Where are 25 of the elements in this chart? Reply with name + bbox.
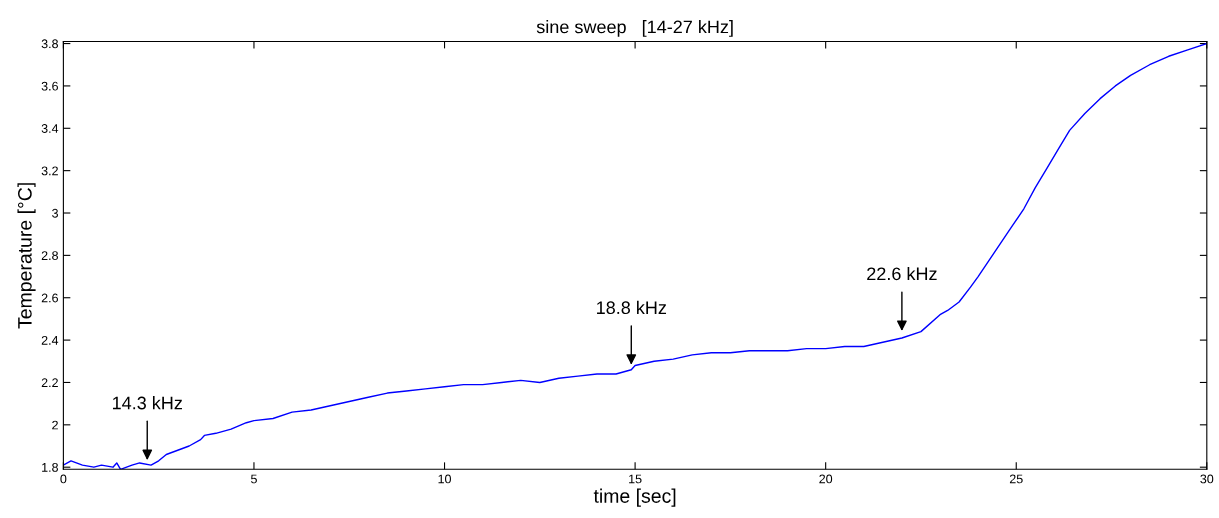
annotation: 18.8 kHz	[597, 300, 667, 315]
annotation: 14.3 kHz	[112, 396, 182, 410]
y-tick-label: 2.2	[41, 378, 58, 387]
y-tick-label: 1.8	[42, 462, 58, 472]
x-tick-label: 20	[819, 474, 833, 484]
line-series	[63, 42, 1207, 470]
y-tick-label: 3.2	[41, 166, 58, 176]
y-axis-title: Temperature [°C]	[17, 183, 36, 329]
x-tick-label: 15	[629, 474, 642, 484]
y-tick-label: 2.4	[41, 335, 59, 345]
y-tick-label: 3.8	[41, 39, 58, 49]
y-tick-label: 2	[52, 420, 58, 430]
y-tick-label: 3.6	[41, 81, 58, 91]
x-axis-title: time [sec]	[593, 488, 676, 507]
x-tick-label: 25	[1009, 474, 1023, 484]
y-tick-label: 3.4	[41, 124, 59, 133]
x-tick-label: 30	[1200, 474, 1214, 484]
annotation: 22.6 kHz	[867, 266, 937, 281]
x-tick-label: 10	[438, 474, 451, 484]
x-tick-label: 5	[250, 474, 257, 484]
x-tick-label: 0	[60, 474, 67, 484]
y-tick-label: 2.8	[41, 251, 58, 261]
y-tick-label: 2.6	[41, 293, 58, 303]
chart-title: sine sweep [14-27 kHz]	[536, 20, 733, 37]
y-tick-label: 3	[52, 208, 58, 218]
